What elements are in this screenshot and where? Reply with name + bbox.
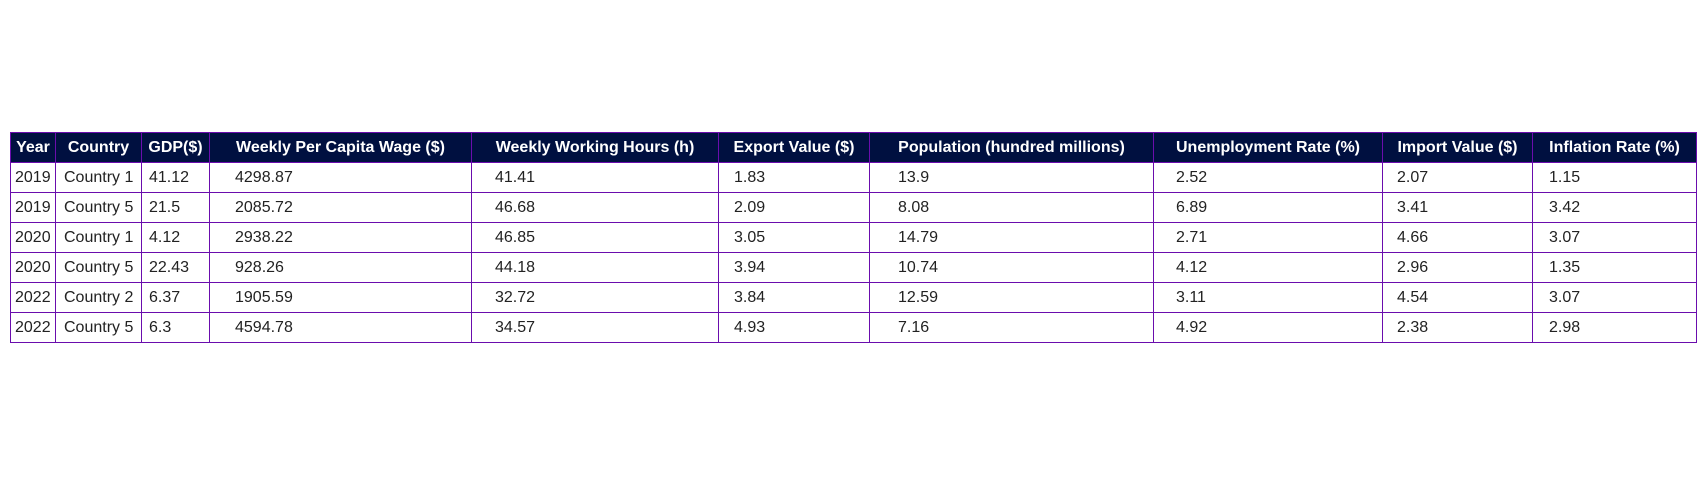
header-import-value: Import Value ($) <box>1382 132 1533 163</box>
cell-import-value: 3.41 <box>1382 192 1533 223</box>
cell-population: 8.08 <box>869 192 1154 223</box>
table-row: 2022 Country 2 6.37 1905.59 32.72 3.84 1… <box>10 282 1697 313</box>
cell-unemployment-rate: 3.11 <box>1153 282 1383 313</box>
cell-weekly-hours: 44.18 <box>471 252 719 283</box>
header-weekly-hours: Weekly Working Hours (h) <box>471 132 719 163</box>
cell-export-value: 3.94 <box>718 252 870 283</box>
cell-import-value: 4.66 <box>1382 222 1533 253</box>
cell-unemployment-rate: 4.92 <box>1153 312 1383 343</box>
cell-weekly-hours: 34.57 <box>471 312 719 343</box>
cell-unemployment-rate: 2.71 <box>1153 222 1383 253</box>
cell-weekly-wage: 2085.72 <box>209 192 472 223</box>
cell-inflation-rate: 3.42 <box>1532 192 1697 223</box>
header-row: Year Country GDP($) Weekly Per Capita Wa… <box>10 132 1697 163</box>
cell-country: Country 1 <box>55 162 142 193</box>
cell-export-value: 1.83 <box>718 162 870 193</box>
cell-weekly-hours: 32.72 <box>471 282 719 313</box>
header-population: Population (hundred millions) <box>869 132 1154 163</box>
cell-unemployment-rate: 6.89 <box>1153 192 1383 223</box>
header-country: Country <box>55 132 142 163</box>
cell-weekly-wage: 4298.87 <box>209 162 472 193</box>
header-gdp: GDP($) <box>141 132 210 163</box>
cell-year: 2020 <box>10 252 56 283</box>
cell-country: Country 1 <box>55 222 142 253</box>
table-row: 2019 Country 1 41.12 4298.87 41.41 1.83 … <box>10 162 1697 193</box>
cell-import-value: 4.54 <box>1382 282 1533 313</box>
cell-weekly-wage: 2938.22 <box>209 222 472 253</box>
cell-inflation-rate: 3.07 <box>1532 222 1697 253</box>
cell-country: Country 2 <box>55 282 142 313</box>
cell-population: 10.74 <box>869 252 1154 283</box>
cell-gdp: 21.5 <box>141 192 210 223</box>
cell-weekly-hours: 41.41 <box>471 162 719 193</box>
cell-country: Country 5 <box>55 192 142 223</box>
cell-import-value: 2.96 <box>1382 252 1533 283</box>
cell-weekly-hours: 46.85 <box>471 222 719 253</box>
header-year: Year <box>10 132 56 163</box>
header-inflation-rate: Inflation Rate (%) <box>1532 132 1697 163</box>
header-export-value: Export Value ($) <box>718 132 870 163</box>
data-table: Year Country GDP($) Weekly Per Capita Wa… <box>10 132 1697 343</box>
cell-gdp: 22.43 <box>141 252 210 283</box>
table-row: 2020 Country 5 22.43 928.26 44.18 3.94 1… <box>10 252 1697 283</box>
header-weekly-wage: Weekly Per Capita Wage ($) <box>209 132 472 163</box>
cell-unemployment-rate: 4.12 <box>1153 252 1383 283</box>
cell-import-value: 2.38 <box>1382 312 1533 343</box>
cell-weekly-hours: 46.68 <box>471 192 719 223</box>
table-row: 2022 Country 5 6.3 4594.78 34.57 4.93 7.… <box>10 312 1697 343</box>
cell-export-value: 3.84 <box>718 282 870 313</box>
cell-year: 2019 <box>10 162 56 193</box>
cell-population: 7.16 <box>869 312 1154 343</box>
cell-inflation-rate: 2.98 <box>1532 312 1697 343</box>
cell-export-value: 3.05 <box>718 222 870 253</box>
cell-country: Country 5 <box>55 252 142 283</box>
cell-export-value: 4.93 <box>718 312 870 343</box>
cell-weekly-wage: 928.26 <box>209 252 472 283</box>
cell-weekly-wage: 4594.78 <box>209 312 472 343</box>
cell-population: 14.79 <box>869 222 1154 253</box>
cell-population: 13.9 <box>869 162 1154 193</box>
cell-year: 2022 <box>10 282 56 313</box>
header-unemployment-rate: Unemployment Rate (%) <box>1153 132 1383 163</box>
cell-gdp: 6.3 <box>141 312 210 343</box>
cell-export-value: 2.09 <box>718 192 870 223</box>
cell-year: 2022 <box>10 312 56 343</box>
table-header: Year Country GDP($) Weekly Per Capita Wa… <box>10 132 1697 163</box>
cell-gdp: 6.37 <box>141 282 210 313</box>
cell-gdp: 4.12 <box>141 222 210 253</box>
cell-inflation-rate: 3.07 <box>1532 282 1697 313</box>
cell-country: Country 5 <box>55 312 142 343</box>
cell-inflation-rate: 1.35 <box>1532 252 1697 283</box>
cell-weekly-wage: 1905.59 <box>209 282 472 313</box>
cell-year: 2019 <box>10 192 56 223</box>
cell-gdp: 41.12 <box>141 162 210 193</box>
table-row: 2019 Country 5 21.5 2085.72 46.68 2.09 8… <box>10 192 1697 223</box>
table-row: 2020 Country 1 4.12 2938.22 46.85 3.05 1… <box>10 222 1697 253</box>
cell-population: 12.59 <box>869 282 1154 313</box>
cell-year: 2020 <box>10 222 56 253</box>
cell-import-value: 2.07 <box>1382 162 1533 193</box>
table-body: 2019 Country 1 41.12 4298.87 41.41 1.83 … <box>10 162 1697 343</box>
cell-unemployment-rate: 2.52 <box>1153 162 1383 193</box>
cell-inflation-rate: 1.15 <box>1532 162 1697 193</box>
